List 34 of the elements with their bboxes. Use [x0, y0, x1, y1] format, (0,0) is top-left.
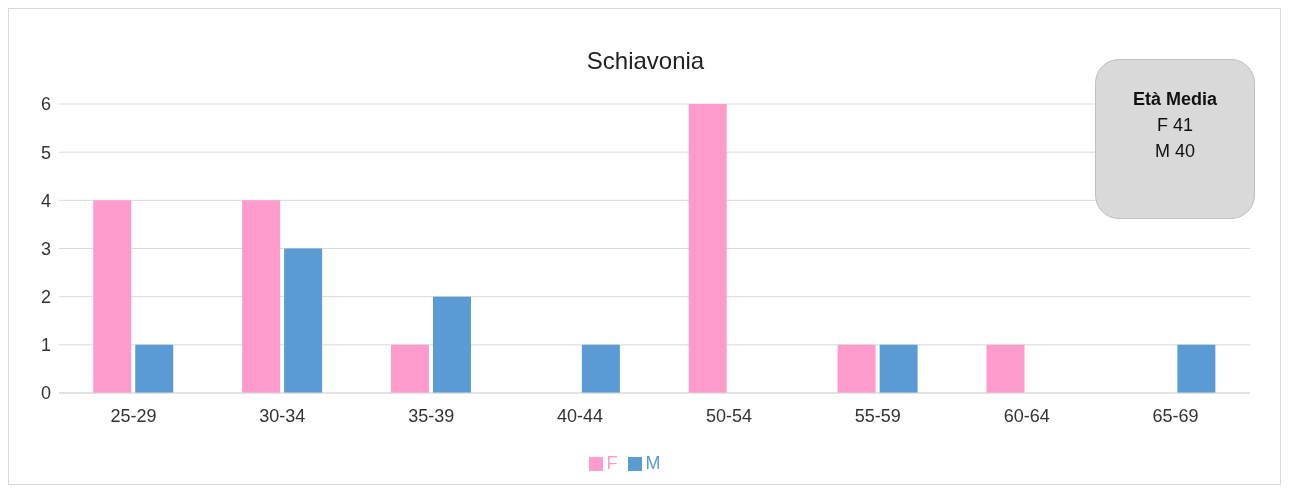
bar — [581, 344, 620, 393]
chart-title: Schiavonia — [585, 47, 706, 75]
annotation: F 41 — [1156, 114, 1194, 137]
annotation: Età Media — [1132, 88, 1218, 111]
legend-label: M — [645, 453, 661, 473]
y-tick-label: 5 — [40, 142, 51, 163]
bar — [284, 248, 323, 393]
bar — [135, 344, 174, 393]
x-tick-label: 55-59 — [854, 405, 901, 426]
note-box: Età Media F 41 M 40 — [1095, 59, 1255, 219]
bar — [390, 344, 429, 393]
x-tick-label: 40-44 — [557, 405, 604, 426]
y-tick-label: 2 — [40, 287, 51, 308]
bar — [93, 200, 132, 393]
x-tick-label: 30-34 — [259, 405, 306, 426]
bar — [432, 296, 471, 393]
bar — [688, 104, 727, 393]
bar — [242, 200, 281, 393]
bar — [986, 344, 1025, 393]
bar — [879, 344, 918, 393]
bar — [837, 344, 876, 393]
bar — [1177, 344, 1216, 393]
x-tick-label: 25-29 — [110, 405, 157, 426]
y-tick-label: 3 — [40, 238, 51, 259]
x-tick-label: 35-39 — [408, 405, 455, 426]
annotation: M 40 — [1154, 140, 1196, 163]
x-tick-label: 60-64 — [1003, 405, 1050, 426]
x-tick-label: 65-69 — [1152, 405, 1199, 426]
y-tick-label: 4 — [40, 190, 51, 211]
x-tick-label: 50-54 — [705, 405, 752, 426]
legend-label: F — [606, 453, 618, 473]
y-tick-label: 1 — [40, 335, 51, 356]
y-tick-label: 6 — [40, 94, 51, 115]
y-tick-label: 0 — [40, 383, 51, 404]
